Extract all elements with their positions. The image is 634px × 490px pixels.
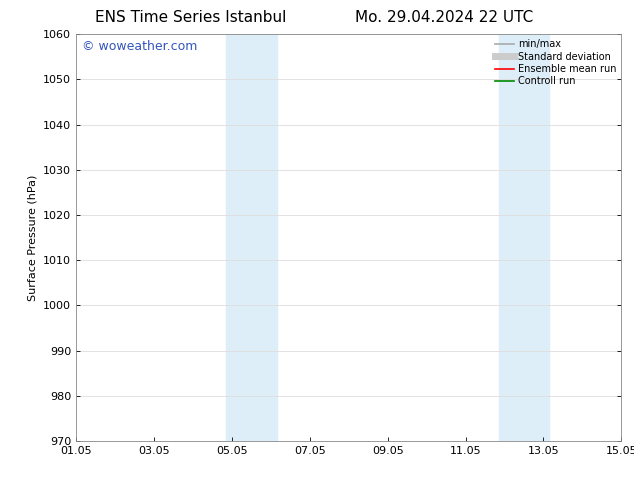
Text: © woweather.com: © woweather.com [82,40,197,53]
Legend: min/max, Standard deviation, Ensemble mean run, Controll run: min/max, Standard deviation, Ensemble me… [493,37,618,88]
Text: Mo. 29.04.2024 22 UTC: Mo. 29.04.2024 22 UTC [354,10,533,25]
Text: ENS Time Series Istanbul: ENS Time Series Istanbul [94,10,286,25]
Bar [498,34,549,441]
Bar [226,34,276,441]
Y-axis label: Surface Pressure (hPa): Surface Pressure (hPa) [27,174,37,301]
